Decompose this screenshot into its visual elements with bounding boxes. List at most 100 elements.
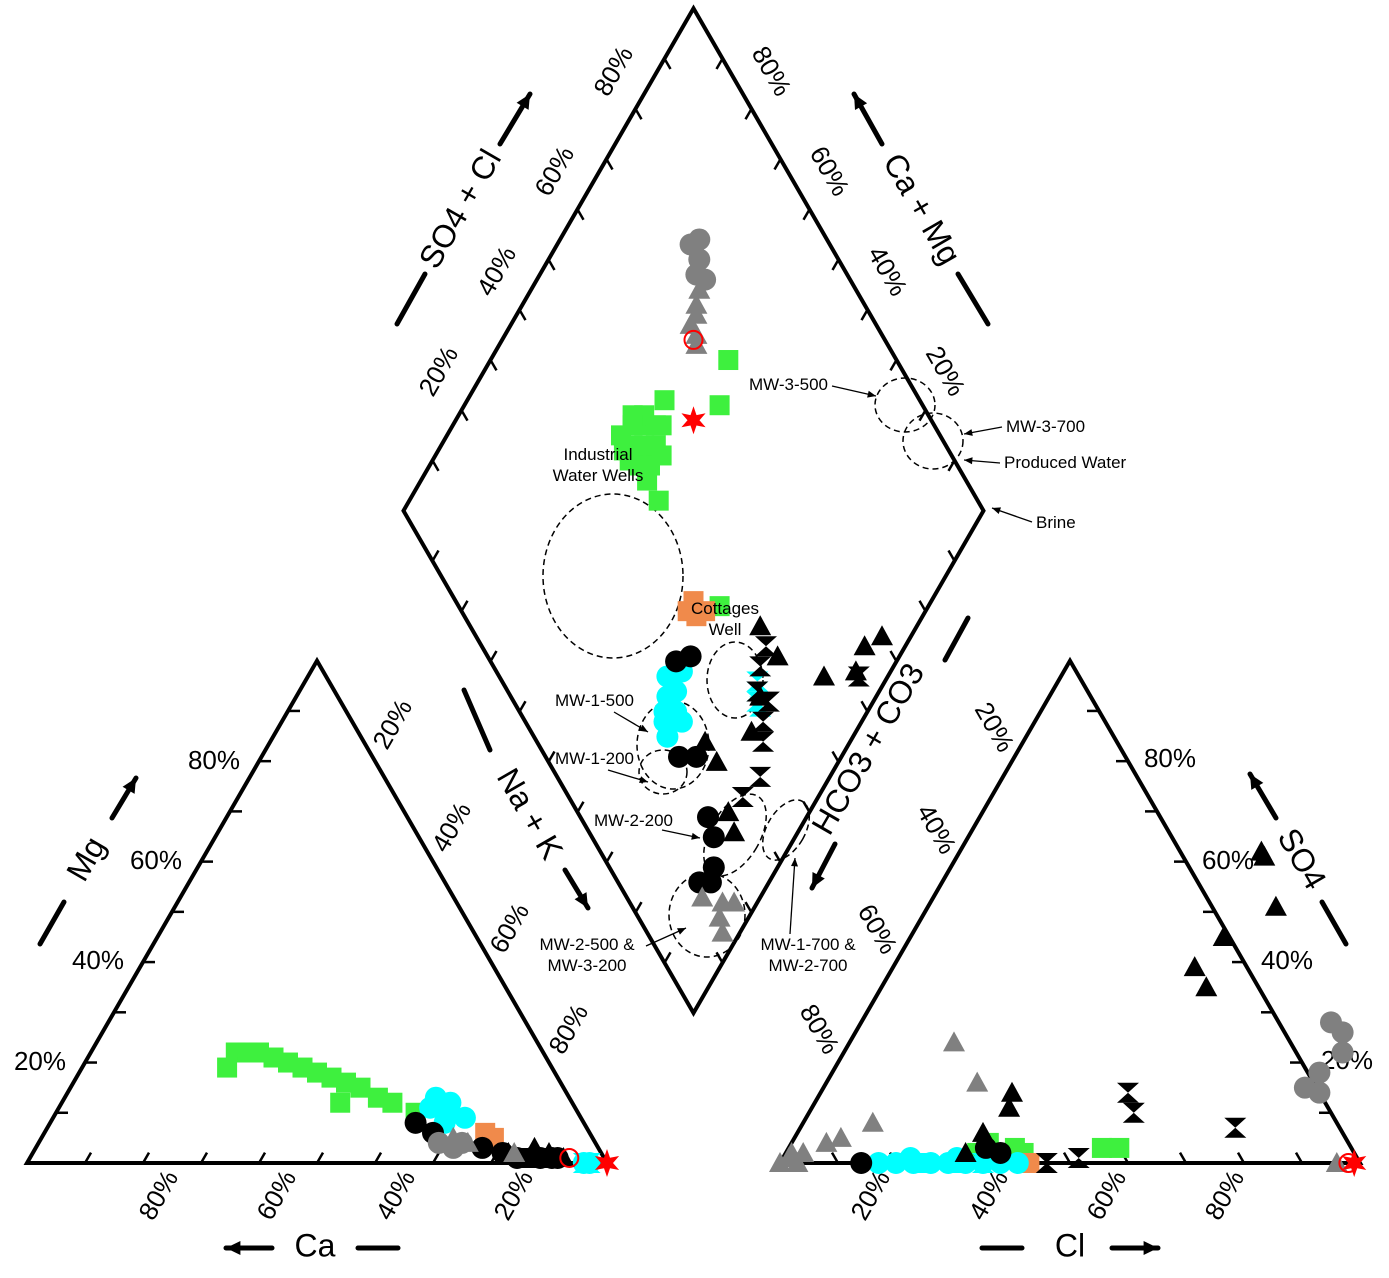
pointer-mw3-500-head bbox=[867, 390, 876, 398]
anion-triangle-point bbox=[1325, 1152, 1348, 1172]
diamond-open-circle-point bbox=[683, 329, 704, 350]
pointer-mw1-200-head bbox=[639, 776, 648, 783]
diamond-triangle-point bbox=[723, 821, 746, 842]
diamond-ll-tick bbox=[547, 750, 556, 763]
cation-bottom-tick bbox=[315, 1151, 325, 1164]
diamond-circle-point bbox=[679, 233, 702, 256]
tick-label-so4: 60% bbox=[1202, 845, 1254, 875]
annotation-cottages: Well bbox=[709, 620, 742, 639]
pointer-brine-head bbox=[992, 507, 1001, 514]
anion-triangle-point bbox=[943, 1031, 965, 1052]
diamond-triangle-point bbox=[688, 278, 711, 299]
diamond-ul-tick bbox=[634, 108, 643, 120]
anion-triangle-point bbox=[1183, 956, 1206, 977]
so4cl-arrow-head bbox=[516, 94, 530, 110]
diamond-square-point bbox=[637, 470, 658, 491]
anion-triangle-point bbox=[780, 1142, 803, 1162]
diamond-lr-tick bbox=[831, 750, 840, 763]
ellipse-industrial bbox=[542, 493, 684, 659]
anion-bottom-tick bbox=[1236, 1151, 1246, 1164]
diamond-triangle-point bbox=[705, 750, 728, 771]
diamond-ur-tick bbox=[889, 359, 898, 372]
diamond-lr-tick bbox=[860, 700, 869, 713]
ellipse-mw1-200 bbox=[638, 749, 688, 795]
axis-title-cl: Cl bbox=[1055, 1227, 1085, 1263]
axis-title-so4: SO4 bbox=[1271, 822, 1334, 895]
diamond-ur-tick bbox=[773, 158, 782, 171]
diamond-triangle-point bbox=[749, 615, 772, 636]
diamond-triangle-point bbox=[853, 635, 876, 656]
anion-circle-point bbox=[1308, 1081, 1331, 1104]
axis-title-so4-text: SO4 bbox=[1271, 822, 1334, 895]
diamond-square-point bbox=[677, 601, 698, 622]
tick-label-camg: 20% bbox=[920, 341, 972, 401]
anion-bottom-tick bbox=[1294, 1151, 1304, 1164]
diamond-ur-tick bbox=[744, 108, 753, 120]
diamond-triangle-point bbox=[813, 665, 835, 686]
axis-title-mg: Mg bbox=[59, 830, 112, 886]
diamond-square-point bbox=[651, 415, 672, 436]
mg-arrow-head bbox=[122, 778, 136, 794]
anion-circle-point bbox=[989, 1141, 1012, 1164]
tick-label-anion-left: 40% bbox=[911, 799, 963, 859]
hco3-dash bbox=[942, 615, 971, 663]
tick-label-ca: 40% bbox=[369, 1165, 421, 1225]
anion-left-tick bbox=[1010, 750, 1020, 762]
cation-open-circle-point bbox=[559, 1147, 580, 1168]
pointer-mw2-500-head bbox=[677, 928, 686, 935]
tick-label-cl: 40% bbox=[962, 1165, 1014, 1225]
anion-triangle-point bbox=[861, 1111, 884, 1132]
anion-star-point bbox=[1342, 1149, 1367, 1177]
tick-label-anion-left: 80% bbox=[794, 999, 846, 1059]
diamond-triangle-point bbox=[708, 906, 731, 927]
diamond-hourglass-point bbox=[749, 656, 772, 677]
cation-bottom-tick bbox=[141, 1151, 151, 1164]
pointer-mw3-700-head bbox=[964, 429, 973, 436]
anion-circle-point bbox=[1006, 1152, 1029, 1174]
anion-left-tick bbox=[981, 800, 991, 813]
anion-hourglass-point bbox=[1067, 1148, 1090, 1168]
cation-right-tick bbox=[454, 900, 464, 913]
tick-label-so4: 80% bbox=[1144, 743, 1196, 773]
diamond-ur-tick bbox=[715, 58, 724, 70]
diamond-circle-point bbox=[699, 871, 722, 894]
tick-label-anion-left: 60% bbox=[852, 899, 904, 959]
cation-right-tick bbox=[338, 699, 348, 712]
tick-label-anion-left: 20% bbox=[969, 697, 1021, 757]
tick-label-cation-right: 20% bbox=[366, 694, 418, 754]
diamond-square-point bbox=[651, 445, 672, 466]
cation-triangle-point bbox=[456, 1131, 479, 1152]
anion-triangle-point bbox=[1212, 926, 1235, 946]
cation-right-tick bbox=[396, 800, 406, 813]
axis-title-mg-text: Mg bbox=[59, 830, 112, 886]
ellipse-mw1-700 bbox=[761, 799, 811, 861]
cation-right-tick bbox=[512, 1001, 522, 1013]
diamond-ul-tick bbox=[663, 58, 672, 70]
diamond-ul-tick bbox=[518, 309, 527, 321]
tick-labels: 20%40%60%80%80% 60% 40% 20%20%40%60%80%20% 4… bbox=[14, 41, 1373, 1225]
diamond-ur-tick bbox=[831, 258, 840, 271]
cation-star-point bbox=[594, 1149, 620, 1177]
diamond-square-point bbox=[709, 395, 730, 416]
so4-dash bbox=[1319, 899, 1349, 947]
annotation-mw2-500: MW-2-500 & bbox=[539, 935, 635, 954]
anion-bottom-tick bbox=[830, 1151, 840, 1164]
anion-hourglass-point bbox=[914, 1153, 936, 1173]
diamond-triangle-point bbox=[691, 886, 714, 907]
diamond-ll-tick bbox=[518, 700, 527, 713]
mg-dash bbox=[37, 899, 67, 947]
cation-square-point bbox=[217, 1057, 238, 1078]
diamond-square-point bbox=[695, 601, 716, 622]
cation-bottom-tick bbox=[373, 1151, 383, 1164]
ellipse-mw3-700 bbox=[902, 412, 964, 470]
tick-label-cation-right: 60% bbox=[483, 898, 535, 958]
annotation-mw2-200: MW-2-200 bbox=[594, 811, 673, 830]
cation-square-point bbox=[382, 1092, 403, 1113]
anion-left-tick bbox=[894, 951, 904, 963]
diamond-circle-point bbox=[653, 700, 676, 723]
cation-triangle-point bbox=[552, 1147, 575, 1167]
diamond-ll-tick bbox=[605, 851, 614, 863]
diamond-ll-tick bbox=[431, 549, 440, 562]
anion-left-tick bbox=[865, 1001, 875, 1013]
anion-circle-point bbox=[1331, 1041, 1354, 1064]
